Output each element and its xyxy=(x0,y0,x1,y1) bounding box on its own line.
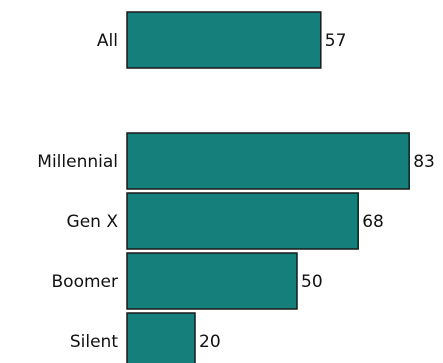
bar-millennial xyxy=(126,132,410,190)
value-labels-group: 57 83 68 50 20 xyxy=(199,31,435,352)
value-label-all: 57 xyxy=(325,31,347,51)
category-label-millennial: Millennial xyxy=(37,152,118,172)
category-label-all: All xyxy=(97,31,118,51)
bar-gen-x xyxy=(126,192,359,250)
value-label-gen-x: 68 xyxy=(362,212,384,232)
category-labels-group: All Millennial Gen X Boomer Silent xyxy=(37,31,118,352)
value-label-millennial: 83 xyxy=(413,152,435,172)
bar-boomer xyxy=(126,252,298,310)
value-label-boomer: 50 xyxy=(301,272,323,292)
bar-silent xyxy=(126,312,196,363)
bars-group xyxy=(126,11,410,363)
category-label-boomer: Boomer xyxy=(52,272,118,292)
category-label-gen-x: Gen X xyxy=(67,212,119,232)
value-label-silent: 20 xyxy=(199,332,221,352)
category-label-silent: Silent xyxy=(70,332,118,352)
bar-all xyxy=(126,11,322,69)
